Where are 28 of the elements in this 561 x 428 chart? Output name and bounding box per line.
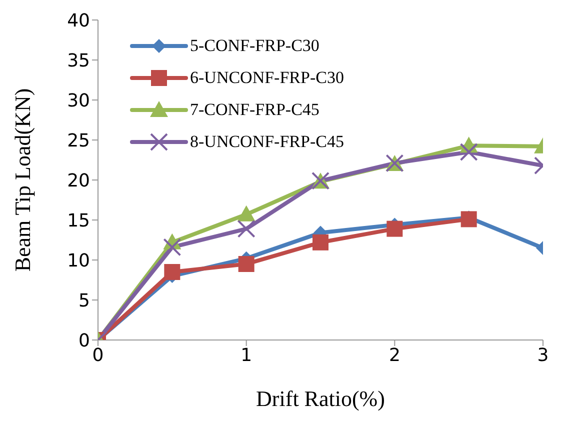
point (164, 264, 180, 280)
x-tick-label: 3 (537, 344, 549, 366)
point (163, 238, 182, 256)
point (238, 256, 254, 272)
x-axis-title: Drift Ratio(%) (256, 386, 385, 411)
y-axis-title: Beam Tip Load(KN) (10, 88, 35, 272)
point (237, 205, 256, 222)
y-tick-label: 25 (67, 130, 90, 152)
legend-label: 6-UNCONF-FRP-C30 (190, 68, 344, 88)
x-tick-label: 0 (92, 344, 104, 366)
legend-label: 5-CONF-FRP-C30 (190, 36, 320, 56)
legend-label: 8-UNCONF-FRP-C45 (190, 132, 344, 152)
point (460, 143, 478, 161)
x-tick-label: 2 (388, 344, 400, 366)
point (386, 220, 403, 237)
y-tick-label: 30 (67, 90, 90, 112)
y-tick-label: 40 (67, 10, 90, 32)
y-tick-label: 5 (78, 290, 90, 312)
y-tick-label: 10 (67, 250, 90, 272)
y-tick-label: 15 (67, 210, 90, 232)
point (460, 211, 477, 228)
point (312, 234, 328, 250)
x-tick-label: 1 (240, 344, 252, 366)
y-tick-label: 35 (67, 50, 90, 72)
y-tick-label: 20 (67, 170, 90, 192)
y-tick-label: 0 (78, 330, 90, 352)
point (237, 220, 256, 238)
legend-label: 7-CONF-FRP-C45 (190, 100, 320, 120)
